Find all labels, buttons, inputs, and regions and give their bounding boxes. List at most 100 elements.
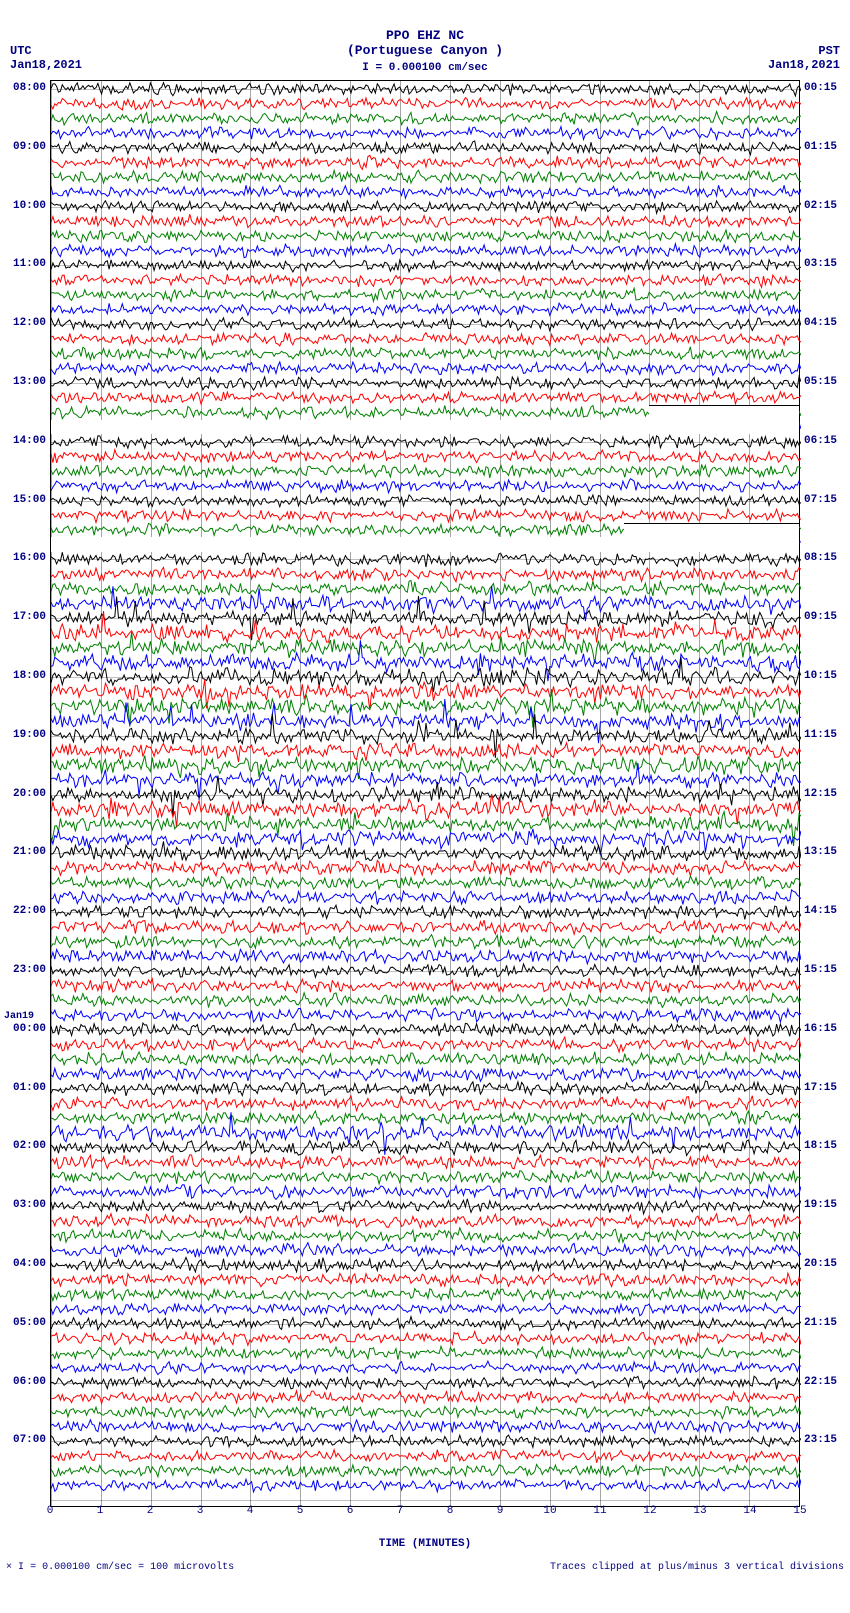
trace-line: [51, 244, 801, 258]
utc-hour-label: 15:00: [0, 494, 46, 506]
trace-line: [51, 391, 801, 404]
tz-left-label: UTC: [10, 44, 82, 58]
trace-line: [51, 1199, 801, 1214]
trace-line: [51, 890, 801, 905]
trace-line: [51, 288, 801, 301]
trace-line: [51, 347, 801, 360]
x-tick-label: 9: [497, 1505, 504, 1517]
trace-line: [51, 596, 801, 640]
trace-line: [51, 1257, 801, 1272]
trace-line: [51, 1096, 801, 1111]
trace-line: [51, 1023, 801, 1036]
trace-line: [51, 435, 801, 448]
trace-line: [51, 1081, 801, 1096]
footer: × I = 0.000100 cm/sec = 100 microvolts T…: [0, 1549, 850, 1579]
footer-left-text: = 0.000100 cm/sec = 100 microvolts: [30, 1562, 234, 1573]
trace-line: [51, 699, 801, 743]
utc-hour-label: 13:00: [0, 376, 46, 388]
trace-line: [51, 1243, 801, 1258]
pst-hour-label: 12:15: [804, 788, 850, 800]
trace-line: [51, 1406, 801, 1419]
utc-hour-label: 01:00: [0, 1082, 46, 1094]
pst-hour-label: 17:15: [804, 1082, 850, 1094]
pst-hour-label: 20:15: [804, 1258, 850, 1270]
pst-hour-label: 04:15: [804, 317, 850, 329]
utc-hour-label: 23:00: [0, 964, 46, 976]
trace-line: [51, 1361, 801, 1375]
trace-line: [51, 127, 801, 140]
trace-line: [51, 317, 801, 330]
utc-hour-label: 05:00: [0, 1317, 46, 1329]
trace-line: [51, 1273, 801, 1287]
utc-hour-label: 08:00: [0, 82, 46, 94]
station-line-1: PPO EHZ NC: [0, 28, 850, 43]
x-tick-label: 0: [47, 1505, 54, 1517]
trace-line: [51, 155, 801, 169]
trace-line: [51, 1067, 801, 1081]
tz-right-date: Jan18,2021: [768, 58, 840, 72]
utc-hour-label: 07:00: [0, 1434, 46, 1446]
x-tick-label: 4: [247, 1505, 254, 1517]
utc-hour-label: 10:00: [0, 200, 46, 212]
trace-line: [51, 1052, 801, 1066]
trace-line: [51, 949, 801, 963]
footer-left: × I = 0.000100 cm/sec = 100 microvolts: [6, 1562, 234, 1573]
trace-line: [51, 201, 801, 214]
footer-prefix: ×: [6, 1562, 12, 1573]
trace-line: [51, 552, 801, 567]
trace-line: [51, 1214, 801, 1228]
trace-line: [51, 1037, 801, 1052]
footer-bar-icon: I: [18, 1562, 24, 1573]
pst-hour-label: 03:15: [804, 258, 850, 270]
trace-line: [51, 756, 801, 779]
x-tick-label: 5: [297, 1505, 304, 1517]
utc-hour-label: 09:00: [0, 141, 46, 153]
pst-hour-label: 08:15: [804, 552, 850, 564]
helicorder-plot: 0123456789101112131415 TIME (MINUTES) 08…: [0, 80, 850, 1549]
scale-text: = 0.000100 cm/sec: [376, 62, 488, 74]
plot-inner: [50, 80, 800, 1507]
trace-line: [51, 1376, 801, 1389]
trace-line: [51, 1185, 801, 1200]
pst-hour-label: 00:15: [804, 82, 850, 94]
x-tick-label: 12: [643, 1505, 656, 1517]
pst-hour-label: 16:15: [804, 1023, 850, 1035]
trace-line: [51, 464, 801, 478]
footer-right-text: Traces clipped at plus/minus 3 vertical …: [550, 1562, 844, 1573]
trace-line: [51, 1464, 801, 1477]
pst-hour-label: 10:15: [804, 670, 850, 682]
pst-hour-label: 18:15: [804, 1140, 850, 1152]
pst-hour-label: 11:15: [804, 729, 850, 741]
trace-line: [51, 112, 801, 125]
utc-hour-label: 11:00: [0, 258, 46, 270]
utc-hour-label: 21:00: [0, 846, 46, 858]
pst-hour-label: 23:15: [804, 1434, 850, 1446]
utc-hour-label: 12:00: [0, 317, 46, 329]
pst-hour-label: 09:15: [804, 611, 850, 623]
pst-hour-label: 21:15: [804, 1317, 850, 1329]
scale-note: I = 0.000100 cm/sec: [0, 62, 850, 74]
trace-line: [51, 1435, 801, 1447]
trace-line: [51, 567, 801, 581]
x-tick-label: 1: [97, 1505, 104, 1517]
utc-hour-label: 18:00: [0, 670, 46, 682]
trace-line: [51, 743, 801, 762]
date-marker: Jan19: [4, 1011, 34, 1022]
station-line-2: (Portuguese Canyon ): [0, 43, 850, 58]
trace-line: [51, 993, 801, 1008]
trace-line: [51, 214, 801, 227]
trace-line: [51, 964, 801, 977]
trace-line: [51, 98, 801, 110]
utc-hour-label: 00:00: [0, 1023, 46, 1035]
trace-line: [51, 450, 801, 463]
trace-line: [51, 1008, 801, 1022]
trace-line: [51, 1288, 801, 1301]
trace-line: [51, 260, 801, 272]
trace-line: [51, 860, 801, 875]
utc-hour-label: 03:00: [0, 1199, 46, 1211]
header: UTC Jan18,2021 PPO EHZ NC (Portuguese Ca…: [0, 0, 850, 80]
trace-line: [51, 1420, 801, 1433]
title-block: PPO EHZ NC (Portuguese Canyon ) I = 0.00…: [0, 0, 850, 74]
trace-line: [51, 1317, 801, 1331]
trace-line: [51, 83, 801, 96]
